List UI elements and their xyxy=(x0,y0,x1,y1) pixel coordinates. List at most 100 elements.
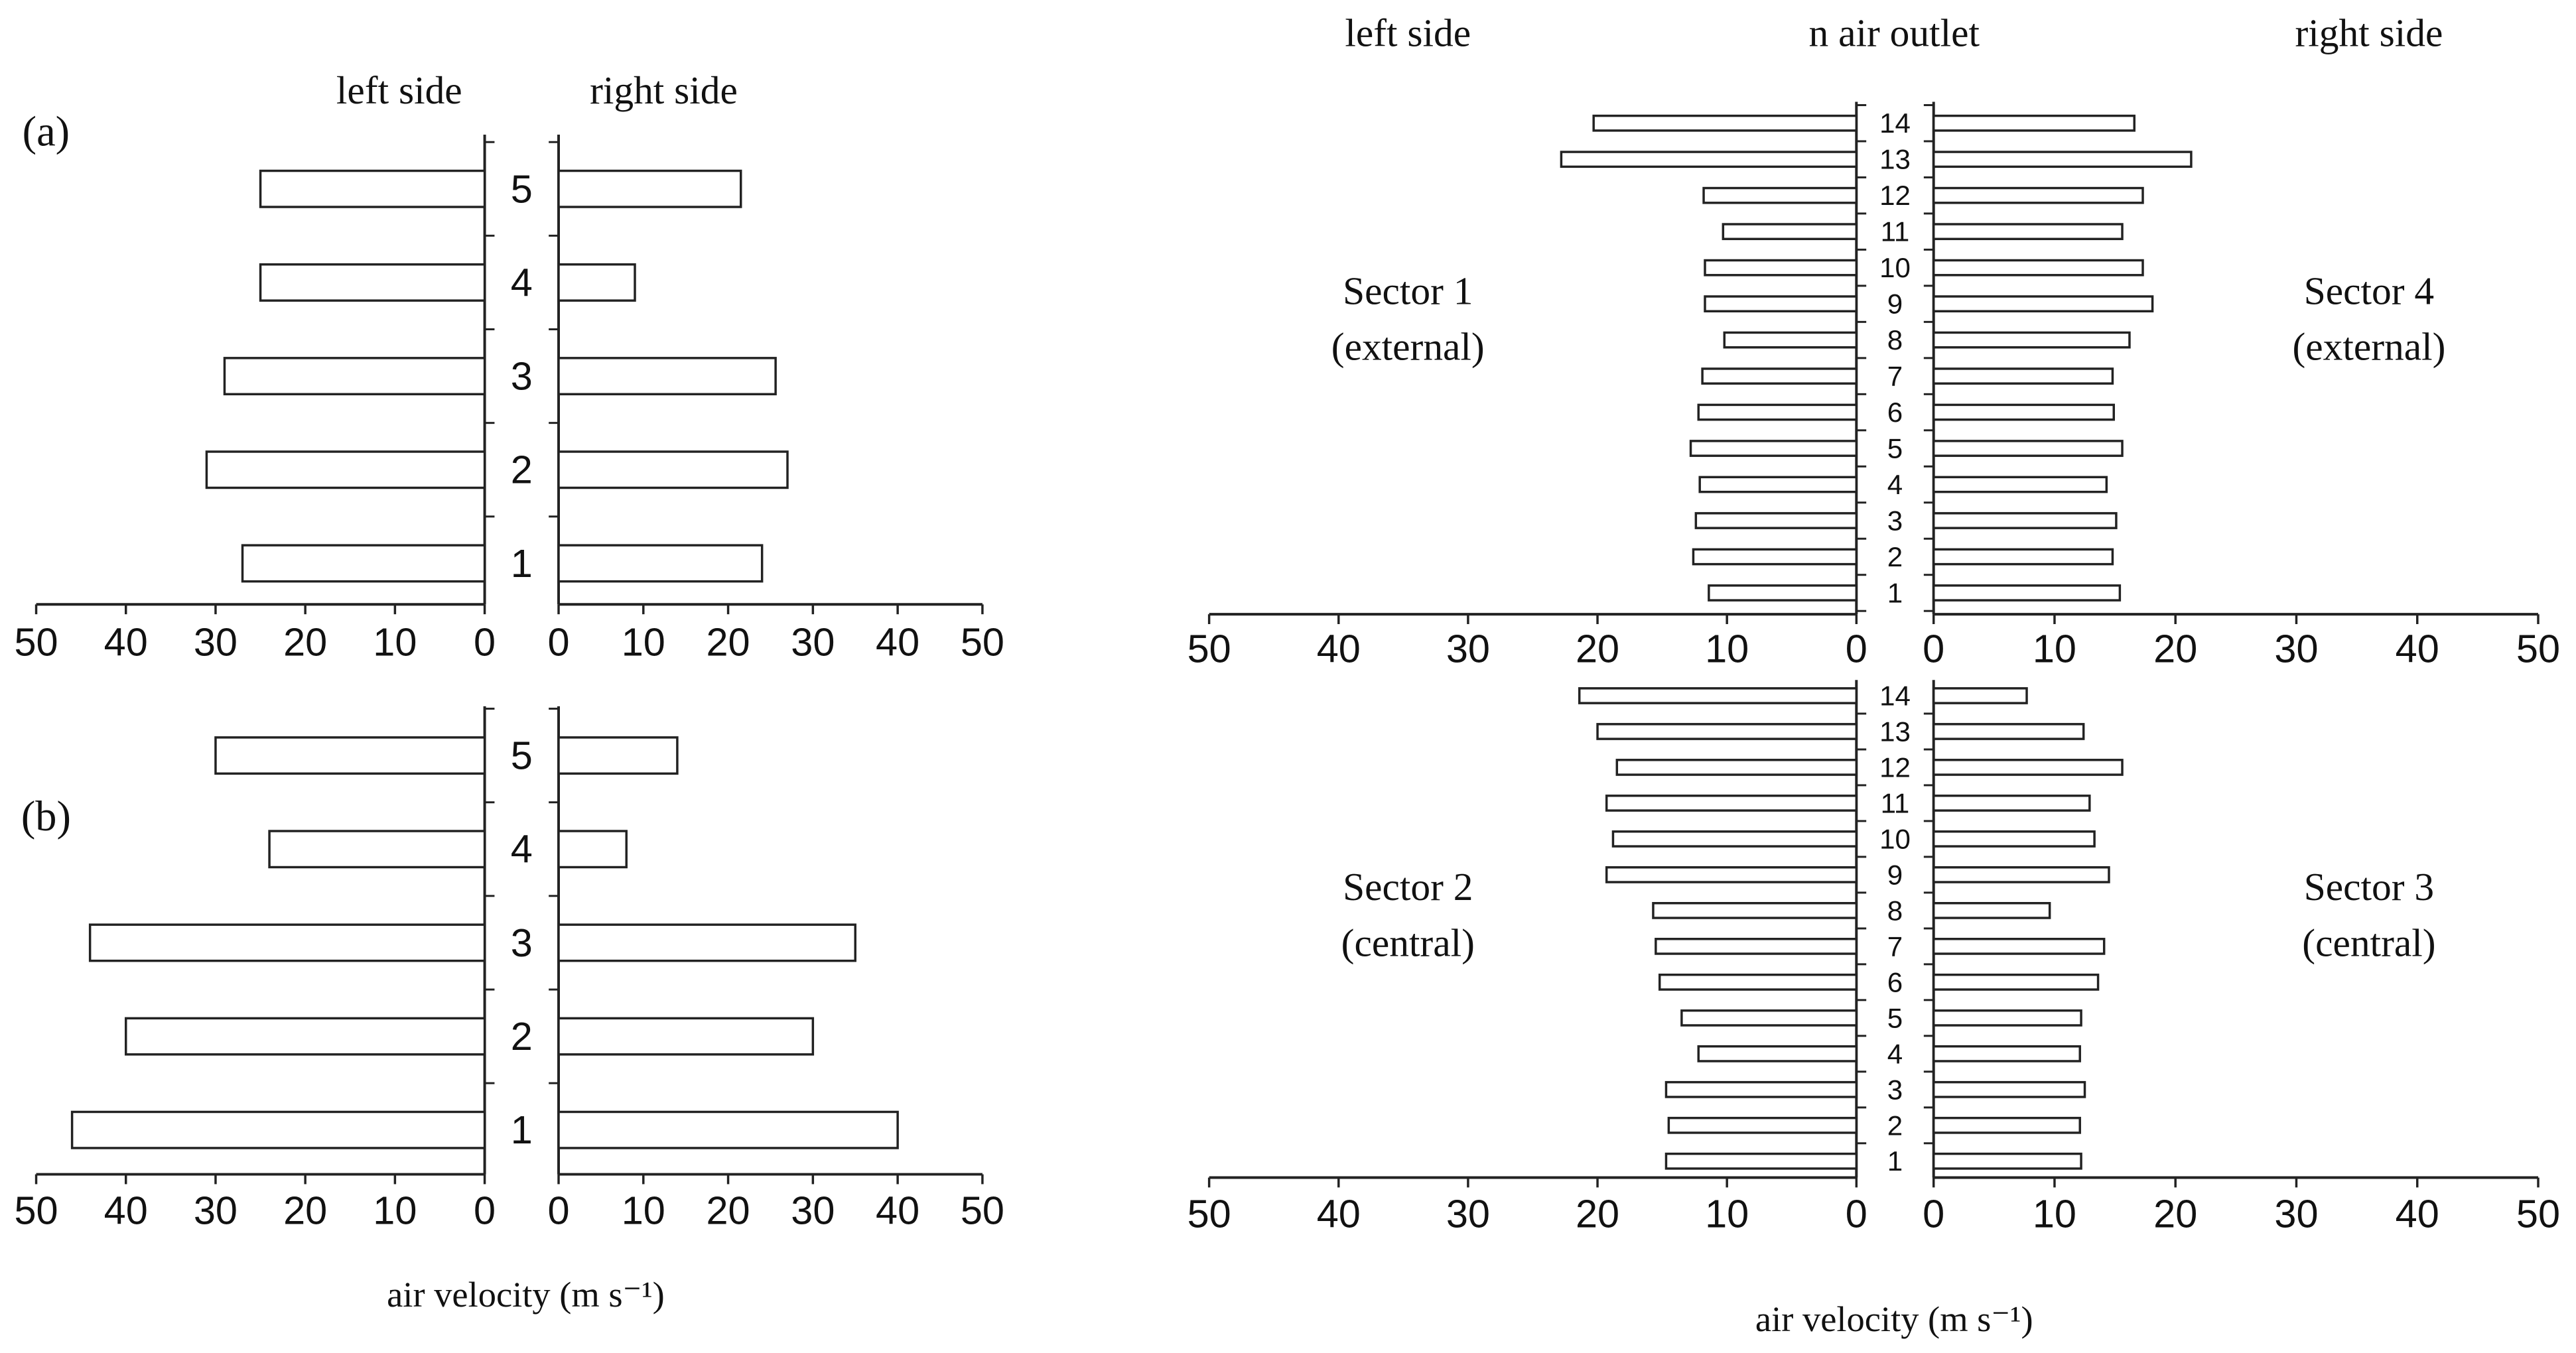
bar xyxy=(125,1017,486,1056)
bar xyxy=(1932,295,2154,312)
bar xyxy=(1932,223,2124,241)
bar xyxy=(557,1110,899,1149)
y-tick-label: 8 xyxy=(1887,324,1903,355)
x-tick-label: 30 xyxy=(194,620,237,665)
x-tick-label: 50 xyxy=(1187,627,1231,671)
bar xyxy=(1932,259,2144,277)
bar xyxy=(223,357,486,396)
bar xyxy=(557,263,636,302)
x-tick-label: 20 xyxy=(283,1189,327,1233)
bar xyxy=(1692,548,1858,566)
bar xyxy=(557,450,789,489)
y-tick-label: 6 xyxy=(1887,966,1903,998)
y-tick-label: 1 xyxy=(1887,1145,1903,1177)
bar xyxy=(1723,331,1858,349)
y-tick-label: 4 xyxy=(511,827,533,871)
bar xyxy=(1932,1009,2082,1027)
y-tick-label: 4 xyxy=(511,260,533,304)
sector-label: Sector 2 xyxy=(1343,865,1473,909)
bar xyxy=(1932,1045,2081,1063)
x-tick-label: 30 xyxy=(194,1189,237,1233)
x-tick-label: 20 xyxy=(283,620,327,665)
bar xyxy=(268,830,486,869)
y-tick-label: 12 xyxy=(1879,751,1911,783)
y-tick-label: 4 xyxy=(1887,469,1903,500)
y-tick-label: 1 xyxy=(1887,577,1903,608)
x-tick-label: 10 xyxy=(2033,1192,2076,1236)
bar xyxy=(1702,186,1858,204)
y-tick-label: 11 xyxy=(1881,787,1910,818)
bar xyxy=(1615,759,1858,776)
x-tick-label: 20 xyxy=(707,620,750,665)
panel-label: (a) xyxy=(23,108,70,155)
bar xyxy=(1605,866,1858,883)
bar xyxy=(1932,937,2106,955)
x-tick-label: 20 xyxy=(2153,1192,2197,1236)
x-tick-label: 20 xyxy=(2153,627,2197,671)
bar xyxy=(1680,1009,1858,1027)
bar xyxy=(1701,367,1858,385)
bar xyxy=(557,169,742,208)
x-tick-label: 0 xyxy=(1923,1192,1944,1236)
bar xyxy=(1932,1116,2081,1134)
y-tick-label: 2 xyxy=(511,1014,533,1059)
bar xyxy=(1932,830,2096,848)
x-tick-label: 10 xyxy=(1705,1192,1749,1236)
bar xyxy=(1932,584,2122,602)
y-tick-label: 13 xyxy=(1879,144,1911,175)
bar xyxy=(241,544,486,583)
bar xyxy=(88,923,486,962)
x-tick-label: 10 xyxy=(1705,627,1749,671)
bar xyxy=(214,736,486,775)
x-tick-label: 10 xyxy=(373,620,417,665)
bar xyxy=(1697,1045,1858,1063)
bar xyxy=(1932,151,2193,168)
y-tick-label: 12 xyxy=(1879,180,1911,211)
x-axis-label: air velocity (m s⁻¹) xyxy=(387,1274,665,1315)
legend-label: left side xyxy=(336,68,462,112)
bar xyxy=(1932,902,2051,919)
x-tick-label: 0 xyxy=(547,1189,569,1233)
y-tick-label: 8 xyxy=(1887,895,1903,926)
sector-label: (external) xyxy=(1331,325,1485,369)
x-tick-label: 0 xyxy=(1846,1192,1867,1236)
x-tick-label: 50 xyxy=(14,620,58,665)
bar xyxy=(1694,512,1858,529)
y-tick-label: 2 xyxy=(1887,1110,1903,1141)
bar xyxy=(1578,687,1858,704)
bar xyxy=(1698,476,1858,493)
y-tick-label: 3 xyxy=(1887,1074,1903,1105)
bar xyxy=(557,736,679,775)
x-tick-label: 0 xyxy=(474,620,496,665)
bar xyxy=(557,923,856,962)
bar xyxy=(1932,1152,2082,1170)
x-tick-label: 40 xyxy=(1317,1192,1361,1236)
x-tick-label: 10 xyxy=(622,620,665,665)
bar xyxy=(1592,114,1858,132)
bar xyxy=(1932,512,2118,529)
panel-label: (b) xyxy=(21,793,71,840)
y-tick-label: 14 xyxy=(1879,680,1911,711)
x-tick-label: 50 xyxy=(2516,1192,2560,1236)
bar xyxy=(1932,367,2114,385)
y-tick-label: 3 xyxy=(511,921,533,965)
sector-label: Sector 4 xyxy=(2304,269,2434,312)
bar xyxy=(1932,440,2124,457)
x-tick-label: 0 xyxy=(1923,627,1944,671)
y-tick-label: 5 xyxy=(511,734,533,778)
bar xyxy=(557,544,764,583)
bar xyxy=(1667,1116,1858,1134)
bar xyxy=(1932,548,2114,566)
bar xyxy=(70,1110,486,1149)
y-tick-label: 10 xyxy=(1879,252,1911,283)
x-tick-label: 20 xyxy=(1576,627,1619,671)
bar xyxy=(557,1017,815,1056)
x-tick-label: 30 xyxy=(791,1189,835,1233)
y-tick-label: 5 xyxy=(1887,433,1903,464)
bar xyxy=(1697,403,1858,421)
bar xyxy=(557,357,777,396)
y-tick-label: 4 xyxy=(1887,1038,1903,1069)
bar xyxy=(1611,830,1858,848)
x-tick-label: 50 xyxy=(14,1189,58,1233)
